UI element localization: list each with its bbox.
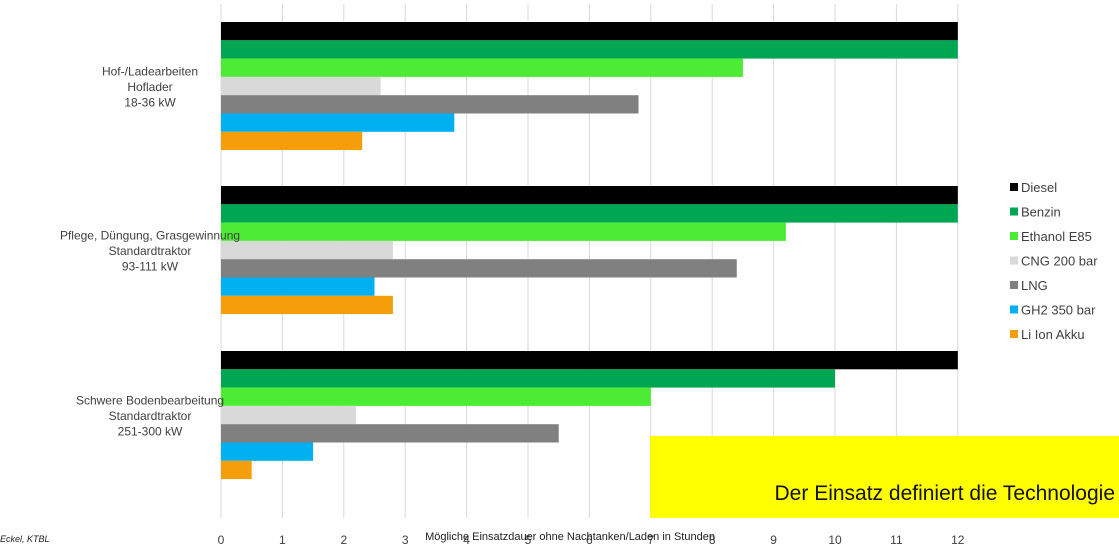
- callout-box: Der Einsatz definiert die Technologie: [650, 436, 1119, 518]
- legend-swatch-4: [1010, 281, 1018, 289]
- bar-diesel-2: [221, 351, 958, 370]
- category-label-0-line-2: 18-36 kW: [124, 96, 176, 110]
- bar-gh2-350-bar-2: [221, 442, 314, 461]
- x-tick-3: 3: [402, 533, 409, 547]
- x-tick-7: 7: [647, 533, 654, 547]
- legend: Diesel Benzin Ethanol E85 CNG 200 bar LNG GH2…: [1010, 180, 1098, 342]
- bar-cng-200-bar-0: [221, 76, 381, 96]
- category-label-0-line-1: Hoflader: [127, 80, 172, 94]
- x-tick-9: 9: [770, 533, 777, 547]
- x-tick-11: 11: [890, 533, 903, 547]
- bar-benzin-2: [221, 369, 835, 388]
- bar-diesel-1: [221, 186, 958, 205]
- legend-swatch-1: [1010, 207, 1018, 216]
- x-tick-5: 5: [525, 533, 532, 547]
- bar-gh2-350-bar-0: [221, 113, 455, 132]
- x-tick-10: 10: [828, 533, 842, 547]
- category-label-2-line-0: Schwere Bodenbearbeitung: [76, 394, 224, 408]
- bar-lng-1: [221, 259, 737, 278]
- bar-benzin-0: [221, 40, 958, 59]
- source-credit: Eckel, KTBL: [0, 534, 50, 544]
- category-label-1-line-0: Pflege, Düngung, Grasgewinnung: [60, 229, 240, 243]
- callout-text: Der Einsatz definiert die Technologie: [774, 482, 1115, 505]
- legend-label-1: Benzin: [1021, 205, 1061, 220]
- x-tick-0: 0: [218, 533, 225, 547]
- bar-lng-0: [221, 95, 639, 114]
- legend-label-6: Li Ion Akku: [1021, 327, 1085, 342]
- bar-li-ion-akku-1: [221, 295, 393, 315]
- x-tick-4: 4: [463, 533, 470, 547]
- legend-label-3: CNG 200 bar: [1021, 254, 1098, 269]
- bar-ethanol-e85-2: [221, 387, 651, 406]
- category-label-1-line-1: Standardtraktor: [109, 244, 192, 258]
- category-label-2-line-2: 251-300 kW: [118, 425, 183, 439]
- legend-label-4: LNG: [1021, 278, 1048, 293]
- x-axis-label: Mögliche Einsatzdauer ohne Nachtanken/La…: [425, 531, 715, 543]
- legend-label-5: GH2 350 bar: [1021, 303, 1096, 318]
- bar-cng-200-bar-1: [221, 240, 393, 260]
- bar-benzin-1: [221, 204, 958, 223]
- bar-li-ion-akku-2: [221, 460, 252, 480]
- legend-swatch-5: [1010, 305, 1018, 314]
- x-tick-12: 12: [951, 533, 965, 547]
- legend-swatch-0: [1010, 183, 1018, 191]
- legend-label-0: Diesel: [1021, 180, 1057, 195]
- bar-li-ion-akku-0: [221, 131, 363, 151]
- bar-diesel-0: [221, 22, 958, 41]
- legend-label-2: Ethanol E85: [1021, 229, 1092, 244]
- x-tick-2: 2: [340, 533, 347, 547]
- category-label-0-line-0: Hof-/Ladearbeiten: [102, 65, 198, 79]
- bar-gh2-350-bar-1: [221, 277, 375, 296]
- x-tick-1: 1: [279, 533, 286, 547]
- bar-ethanol-e85-1: [221, 222, 786, 241]
- category-label-1-line-2: 93-111 kW: [122, 260, 179, 274]
- x-tick-6: 6: [586, 533, 593, 547]
- x-tick-labels: 0 1 2 3 4 5 6 7 8 9 10 11 12: [218, 533, 965, 547]
- legend-swatch-6: [1010, 330, 1018, 338]
- bar-ethanol-e85-0: [221, 58, 743, 77]
- x-tick-8: 8: [709, 533, 716, 547]
- bar-lng-2: [221, 424, 559, 443]
- legend-swatch-3: [1010, 256, 1018, 265]
- legend-swatch-2: [1010, 232, 1018, 240]
- bars: [221, 22, 958, 480]
- bar-cng-200-bar-2: [221, 405, 357, 425]
- category-label-2-line-1: Standardtraktor: [109, 409, 192, 423]
